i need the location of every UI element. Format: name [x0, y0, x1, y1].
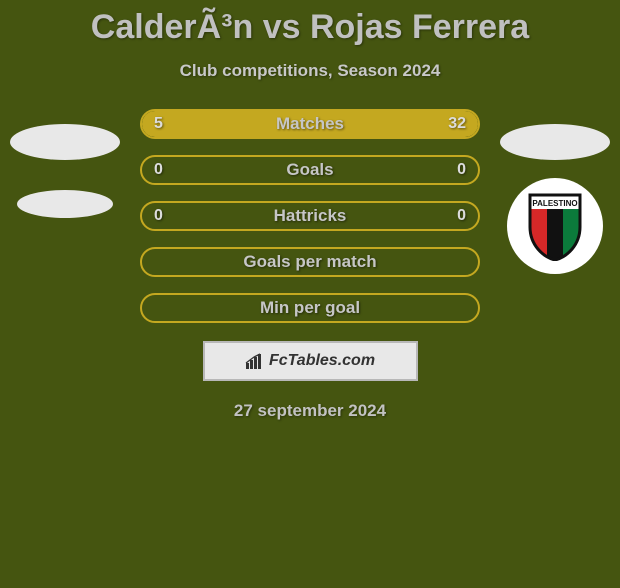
player-photo-placeholder: [10, 124, 120, 160]
stat-value-right: 32: [448, 115, 466, 133]
stat-row: Min per goal: [140, 293, 480, 323]
club-name-text: PALESTINO: [532, 199, 577, 208]
stat-label: Goals per match: [142, 252, 478, 272]
stat-row: Goals per match: [140, 247, 480, 277]
club-badge-placeholder: [17, 190, 113, 218]
subtitle: Club competitions, Season 2024: [0, 61, 620, 81]
player-photo-placeholder: [500, 124, 610, 160]
stat-value-left: 5: [154, 115, 163, 133]
shield-icon: PALESTINO: [527, 191, 583, 261]
stripe-center: [547, 209, 563, 261]
stripe-left: [530, 209, 547, 261]
stat-value-right: 0: [457, 161, 466, 179]
fctables-watermark: FcTables.com: [203, 341, 418, 381]
right-player-column: PALESTINO: [490, 124, 620, 274]
stat-value-right: 0: [457, 207, 466, 225]
fctables-text: FcTables.com: [269, 352, 375, 370]
page-title: CalderÃ³n vs Rojas Ferrera: [0, 8, 620, 47]
bar-chart-icon: [245, 352, 263, 370]
stat-label: Matches: [142, 114, 478, 134]
club-badge-palestino: PALESTINO: [507, 178, 603, 274]
date-text: 27 september 2024: [0, 401, 620, 421]
stat-row: Matches5 32: [140, 109, 480, 139]
stat-label: Goals: [142, 160, 478, 180]
stripe-right: [563, 209, 580, 261]
stat-label: Hattricks: [142, 206, 478, 226]
stat-label: Min per goal: [142, 298, 478, 318]
stat-value-left: 0: [154, 161, 163, 179]
stat-value-left: 0: [154, 207, 163, 225]
left-player-column: [0, 124, 130, 218]
stat-row: Hattricks0 0: [140, 201, 480, 231]
stat-row: Goals0 0: [140, 155, 480, 185]
